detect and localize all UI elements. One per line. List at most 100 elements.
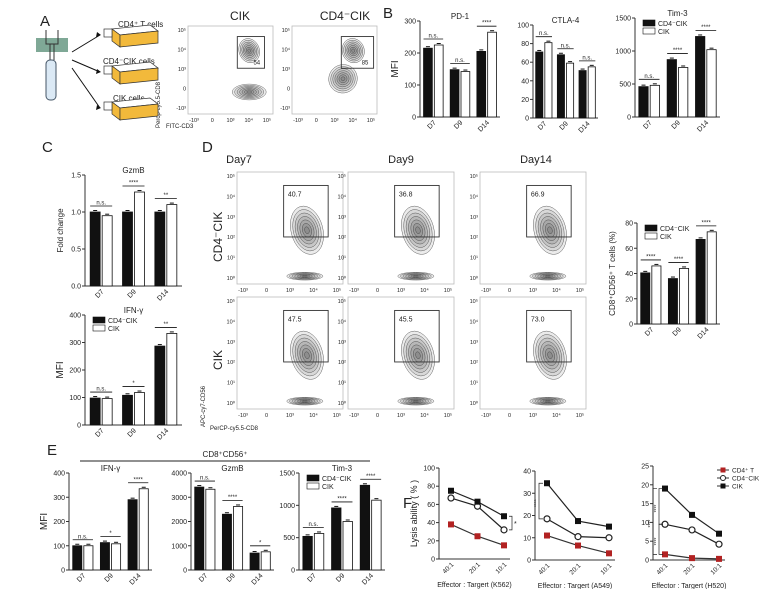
point-cd4neg-cik: [605, 534, 613, 542]
x-axis-label: Effector : Targert (H520): [652, 583, 727, 589]
y-tick-label: 10: [641, 520, 649, 527]
chart-b-pd1: 0 100 200 300 PD-1 MFI n.s. D7 n.s. D9 **** D14: [390, 12, 500, 133]
bar-cik: [83, 545, 94, 571]
bar-cik: [166, 333, 178, 426]
legend-label: CD4⁻CIK: [658, 21, 688, 28]
point-cd4pos-t: [544, 532, 550, 539]
y-tick-label: 10¹: [227, 256, 235, 262]
plot-frame: [187, 25, 274, 115]
x-tick-label: -10³: [238, 288, 248, 294]
gate: [283, 309, 329, 363]
flow-plot: -10³ 0 10³ 10⁴ 10⁵ 10⁰ 10¹ 10² 10³ 10⁴ 10⁵ 73.0: [470, 296, 587, 419]
point-cd4pos-t: [606, 550, 612, 557]
x-tick-label: 10⁵: [333, 287, 341, 294]
y-tick-label: 10²: [470, 360, 478, 366]
x-tick-label: 10⁵: [576, 287, 584, 294]
contour-line: [292, 209, 322, 252]
y-tick-label: -10³: [176, 106, 186, 112]
y-tick-label: 20: [521, 97, 529, 104]
significance-label: ****: [534, 499, 540, 507]
y-tick-label: 4000: [171, 471, 187, 478]
gate-value: 73.0: [531, 317, 545, 324]
x-tick-label: 10⁵: [444, 287, 452, 294]
y-tick-label: 200: [69, 368, 81, 375]
contour-line: [332, 68, 354, 90]
e-header: CD8⁺CD56⁺: [203, 450, 248, 459]
significance-label: *: [514, 521, 517, 528]
bar-cd4neg-cik: [72, 545, 83, 571]
contour-line: [401, 205, 435, 255]
y-tick-label: 500: [619, 82, 631, 89]
contour-line: [402, 273, 429, 280]
y-tick-label: 5: [645, 539, 649, 546]
plot-frame: [347, 296, 455, 410]
significance-label: n.s.: [96, 387, 106, 393]
legend-label: CD4⁻CIK: [108, 318, 138, 325]
significance-label: **: [163, 322, 168, 328]
bar-cd4neg-cik: [359, 484, 371, 571]
contour-line: [534, 273, 561, 280]
legend-swatch: [644, 232, 658, 240]
contour-line: [299, 219, 315, 241]
x-tick-label: 10⁴: [552, 287, 561, 294]
panel-label-d: D: [202, 139, 213, 156]
y-tick-label: 10⁴: [282, 47, 291, 54]
bar-cik: [205, 488, 216, 571]
y-tick-label: 40: [521, 78, 529, 85]
x-tick-label: 40:1: [656, 562, 670, 576]
bar-cik: [587, 66, 596, 119]
x-tick-label: D9: [104, 572, 115, 583]
significance-label: n.s.: [561, 43, 571, 49]
x-tick-label: D14: [129, 572, 143, 586]
y-tick-label: 400: [53, 471, 65, 478]
bar-cik: [260, 551, 271, 571]
contour-line: [542, 344, 558, 366]
flask-cap: [103, 101, 113, 111]
point-cd4pos-t: [448, 521, 454, 528]
y-tick-label: 10³: [227, 215, 235, 221]
point-cd4pos-t: [689, 555, 695, 562]
x-tick-label: 10³: [331, 118, 339, 124]
contour-line: [533, 330, 567, 380]
point-cd4pos-t: [575, 542, 581, 549]
y-tick-label: 60: [427, 502, 435, 509]
legend-label: CIK: [108, 326, 120, 333]
x-tick-label: 20:1: [683, 562, 697, 576]
x-tick-label: 0: [376, 288, 379, 294]
flow-title-cik: CIK: [230, 9, 250, 23]
y-tick-label: 25: [641, 464, 649, 471]
y-tick-label: 1000: [171, 543, 187, 550]
panel-label-e: E: [47, 442, 57, 459]
bar-cd4neg-cik: [423, 47, 433, 118]
y-tick-label: 10⁵: [470, 173, 478, 180]
legend-swatch: [306, 482, 320, 490]
y-tick-label: 0: [183, 568, 187, 575]
col-title-day9: Day9: [388, 154, 414, 166]
significance-label: ****: [701, 25, 711, 31]
significance-label: n.s.: [308, 522, 318, 528]
bar-cik: [433, 44, 444, 118]
contour-line: [341, 38, 365, 63]
bar-cd4neg-cik: [578, 70, 587, 119]
y-tick-label: 10⁰: [470, 275, 479, 282]
x-tick-label: 0: [315, 118, 318, 124]
bar-cik: [111, 543, 122, 571]
y-tick-label: 0: [629, 322, 633, 329]
x-tick-label: 10³: [397, 288, 405, 294]
contour-line: [334, 70, 352, 88]
y-tick-label: 10⁵: [227, 173, 235, 180]
x-tick-label: D9: [672, 326, 683, 337]
row-title-cik: CIK: [211, 350, 225, 370]
chart-title: GzmB: [122, 166, 144, 175]
significance-bracket: [652, 488, 657, 555]
point-cik: [716, 530, 722, 537]
point-cd4pos-t: [662, 551, 668, 558]
y-tick-label: 0: [645, 558, 649, 565]
y-tick-label: 1000: [615, 49, 631, 56]
contour-line: [340, 76, 346, 82]
contour-line: [405, 273, 427, 279]
bar-cik: [706, 231, 717, 325]
y-tick-label: 10¹: [338, 381, 346, 387]
x-tick-label: D14: [156, 288, 170, 302]
y-tick-label: 10²: [338, 360, 346, 366]
